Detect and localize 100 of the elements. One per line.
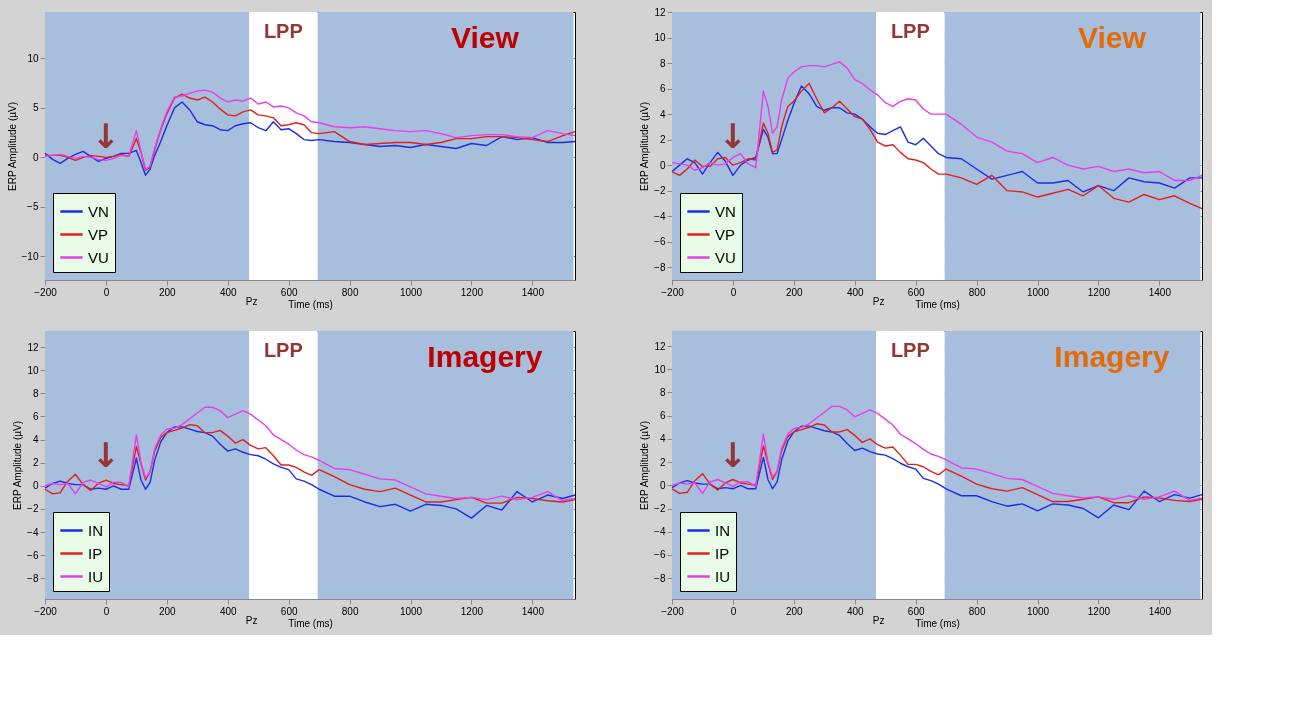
y-tick-label: 8 — [659, 386, 666, 398]
legend-label: IP — [88, 544, 103, 562]
y-tick-label: −6 — [27, 549, 39, 561]
y-tick-label: −2 — [27, 503, 39, 515]
y-tick-label: 4 — [659, 433, 666, 445]
y-tick-label: 0 — [32, 480, 39, 492]
y-tick-label: −6 — [654, 549, 666, 561]
legend-label: VU — [88, 248, 109, 266]
x-tick-label: 0 — [730, 286, 737, 298]
y-tick-label: 6 — [659, 410, 666, 422]
x-tick-label: 200 — [786, 605, 804, 617]
annotation: ↓ — [718, 115, 748, 156]
y-tick-label: −2 — [654, 503, 666, 515]
y-tick-label: 10 — [654, 363, 666, 375]
y-tick-label: 10 — [27, 364, 39, 376]
chart-title: View — [1077, 21, 1147, 54]
y-tick-label: 4 — [32, 434, 39, 446]
legend-label: VN — [715, 202, 736, 220]
band-label: LPP — [263, 20, 303, 42]
y-axis-title: ERP Amplitude (µV) — [639, 421, 651, 510]
y-tick-label: 4 — [659, 108, 666, 120]
line-series — [671, 425, 1203, 519]
legend-label: IN — [715, 521, 730, 539]
x-tick-label: 400 — [846, 286, 865, 298]
y-tick-label: 2 — [659, 456, 666, 468]
line-series — [671, 61, 1203, 182]
y-tick-label: 6 — [32, 410, 39, 422]
x-tick-label: −200 — [34, 286, 58, 298]
legend-label: IN — [88, 521, 103, 539]
x-axis-title: Time (ms) — [915, 298, 960, 310]
line-series — [44, 101, 576, 176]
x-tick-label: 1400 — [521, 286, 545, 298]
line-series — [44, 406, 576, 502]
x-tick-label: 400 — [846, 605, 865, 617]
line-series — [671, 405, 1203, 502]
band-label: LPP — [890, 20, 930, 42]
text: Pz — [872, 296, 885, 307]
x-tick-label: 600 — [280, 286, 298, 298]
y-tick-label: −4 — [654, 210, 666, 222]
x-tick-label: 1000 — [399, 605, 423, 617]
legend-label: IP — [715, 544, 730, 562]
x-tick-label: 1200 — [460, 286, 484, 298]
x-tick-label: 800 — [341, 286, 359, 298]
annotation: ↓ — [91, 115, 121, 156]
x-tick-label: −200 — [34, 605, 58, 617]
chart-title: Imagery — [1054, 340, 1170, 373]
chart-title: View — [450, 21, 520, 54]
x-tick-label: 800 — [341, 605, 359, 617]
y-axis-title: ERP Amplitude (µV) — [639, 102, 651, 191]
x-tick-label: 1400 — [521, 605, 545, 617]
x-axis-title: Time (ms) — [288, 617, 333, 629]
y-tick-label: −10 — [21, 250, 39, 262]
legend-label: VU — [715, 248, 736, 266]
x-tick-label: 1200 — [460, 605, 484, 617]
x-tick-label: −200 — [661, 605, 685, 617]
y-tick-label: −5 — [27, 201, 39, 213]
y-tick-label: 0 — [659, 479, 666, 491]
x-tick-label: 1000 — [399, 286, 423, 298]
line-series — [44, 423, 576, 504]
y-tick-label: 2 — [659, 134, 666, 146]
x-axis-title: Time (ms) — [288, 298, 333, 310]
chart-title: Imagery — [427, 340, 543, 373]
x-tick-label: 600 — [907, 286, 925, 298]
text: Pz — [245, 296, 258, 307]
y-tick-label: 10 — [27, 52, 39, 64]
x-tick-label: 0 — [103, 286, 110, 298]
x-tick-label: 800 — [968, 605, 986, 617]
x-tick-label: 800 — [968, 286, 986, 298]
y-tick-label: 8 — [32, 387, 39, 399]
x-tick-label: 400 — [219, 605, 238, 617]
x-tick-label: 1000 — [1026, 286, 1050, 298]
x-tick-label: −200 — [661, 286, 685, 298]
text: Pz — [872, 615, 885, 626]
y-axis-title: ERP Amplitude (µV) — [6, 102, 18, 191]
x-tick-label: 600 — [280, 605, 298, 617]
x-tick-label: 1200 — [1087, 605, 1111, 617]
x-tick-label: 0 — [730, 605, 737, 617]
band-label: LPP — [263, 339, 303, 361]
x-tick-label: 0 — [103, 605, 110, 617]
line-series — [671, 423, 1203, 504]
line-series — [44, 426, 576, 519]
y-axis-title: ERP Amplitude (µV) — [12, 421, 24, 510]
annotation: ↓ — [718, 434, 748, 475]
y-tick-label: −6 — [654, 236, 666, 248]
x-tick-label: 200 — [159, 605, 177, 617]
y-tick-label: −8 — [27, 572, 39, 584]
legend-label: IU — [88, 567, 103, 585]
y-tick-label: −8 — [654, 261, 666, 273]
x-tick-label: 200 — [159, 286, 177, 298]
line-series — [671, 85, 1203, 193]
legend-label: VN — [88, 202, 109, 220]
y-tick-label: −4 — [654, 526, 666, 538]
legend-label: VP — [715, 225, 736, 243]
y-tick-label: 0 — [659, 159, 666, 171]
x-axis-title: Time (ms) — [915, 617, 960, 629]
x-tick-label: 400 — [219, 286, 238, 298]
y-tick-label: 10 — [654, 32, 666, 44]
y-tick-label: 12 — [654, 6, 666, 18]
x-tick-label: 1000 — [1026, 605, 1050, 617]
y-tick-label: −2 — [654, 185, 666, 197]
